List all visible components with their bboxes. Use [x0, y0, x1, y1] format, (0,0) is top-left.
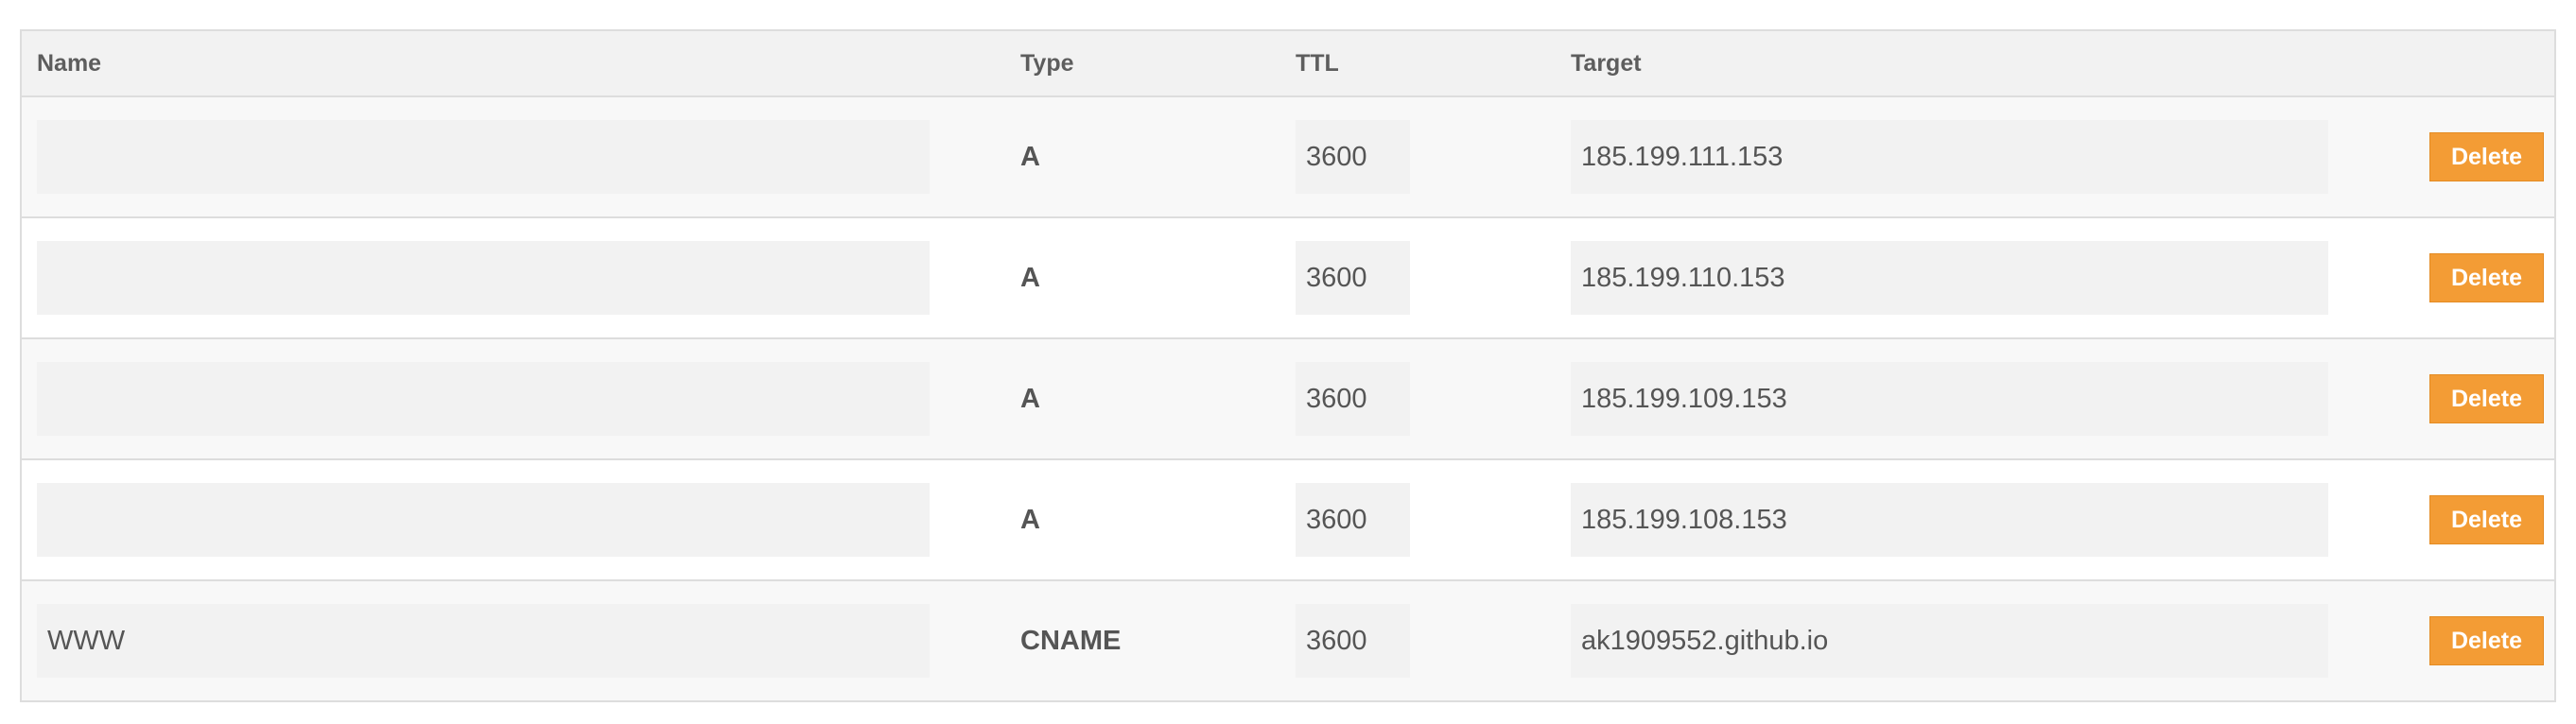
column-header-name: Name	[37, 50, 102, 77]
table-row: A Delete	[22, 97, 2554, 218]
record-target-input[interactable]	[1571, 241, 2328, 315]
column-header-target: Target	[1571, 50, 1642, 77]
record-type: A	[1020, 384, 1040, 414]
column-header-type: Type	[1020, 50, 1074, 77]
record-target-input[interactable]	[1571, 362, 2328, 436]
record-name-input[interactable]	[37, 120, 930, 194]
record-name-input[interactable]	[37, 604, 930, 678]
record-type: A	[1020, 142, 1040, 172]
record-type: A	[1020, 263, 1040, 293]
record-type: CNAME	[1020, 626, 1122, 656]
table-row: A Delete	[22, 339, 2554, 460]
record-ttl-input[interactable]	[1296, 604, 1410, 678]
record-target-input[interactable]	[1571, 604, 2328, 678]
table-row: A Delete	[22, 218, 2554, 339]
record-target-input[interactable]	[1571, 120, 2328, 194]
record-ttl-input[interactable]	[1296, 120, 1410, 194]
table-row: A Delete	[22, 460, 2554, 581]
record-ttl-input[interactable]	[1296, 483, 1410, 557]
column-header-ttl: TTL	[1296, 50, 1339, 77]
delete-button[interactable]: Delete	[2429, 495, 2544, 544]
table-header: Name Type TTL Target	[22, 31, 2554, 97]
record-type: A	[1020, 505, 1040, 535]
record-name-input[interactable]	[37, 362, 930, 436]
table-row: CNAME Delete	[22, 581, 2554, 700]
delete-button[interactable]: Delete	[2429, 374, 2544, 423]
delete-button[interactable]: Delete	[2429, 616, 2544, 665]
record-name-input[interactable]	[37, 241, 930, 315]
record-ttl-input[interactable]	[1296, 241, 1410, 315]
record-name-input[interactable]	[37, 483, 930, 557]
delete-button[interactable]: Delete	[2429, 253, 2544, 302]
delete-button[interactable]: Delete	[2429, 132, 2544, 181]
record-target-input[interactable]	[1571, 483, 2328, 557]
record-ttl-input[interactable]	[1296, 362, 1410, 436]
dns-records-table: Name Type TTL Target A Delete A Delete A…	[20, 29, 2556, 702]
